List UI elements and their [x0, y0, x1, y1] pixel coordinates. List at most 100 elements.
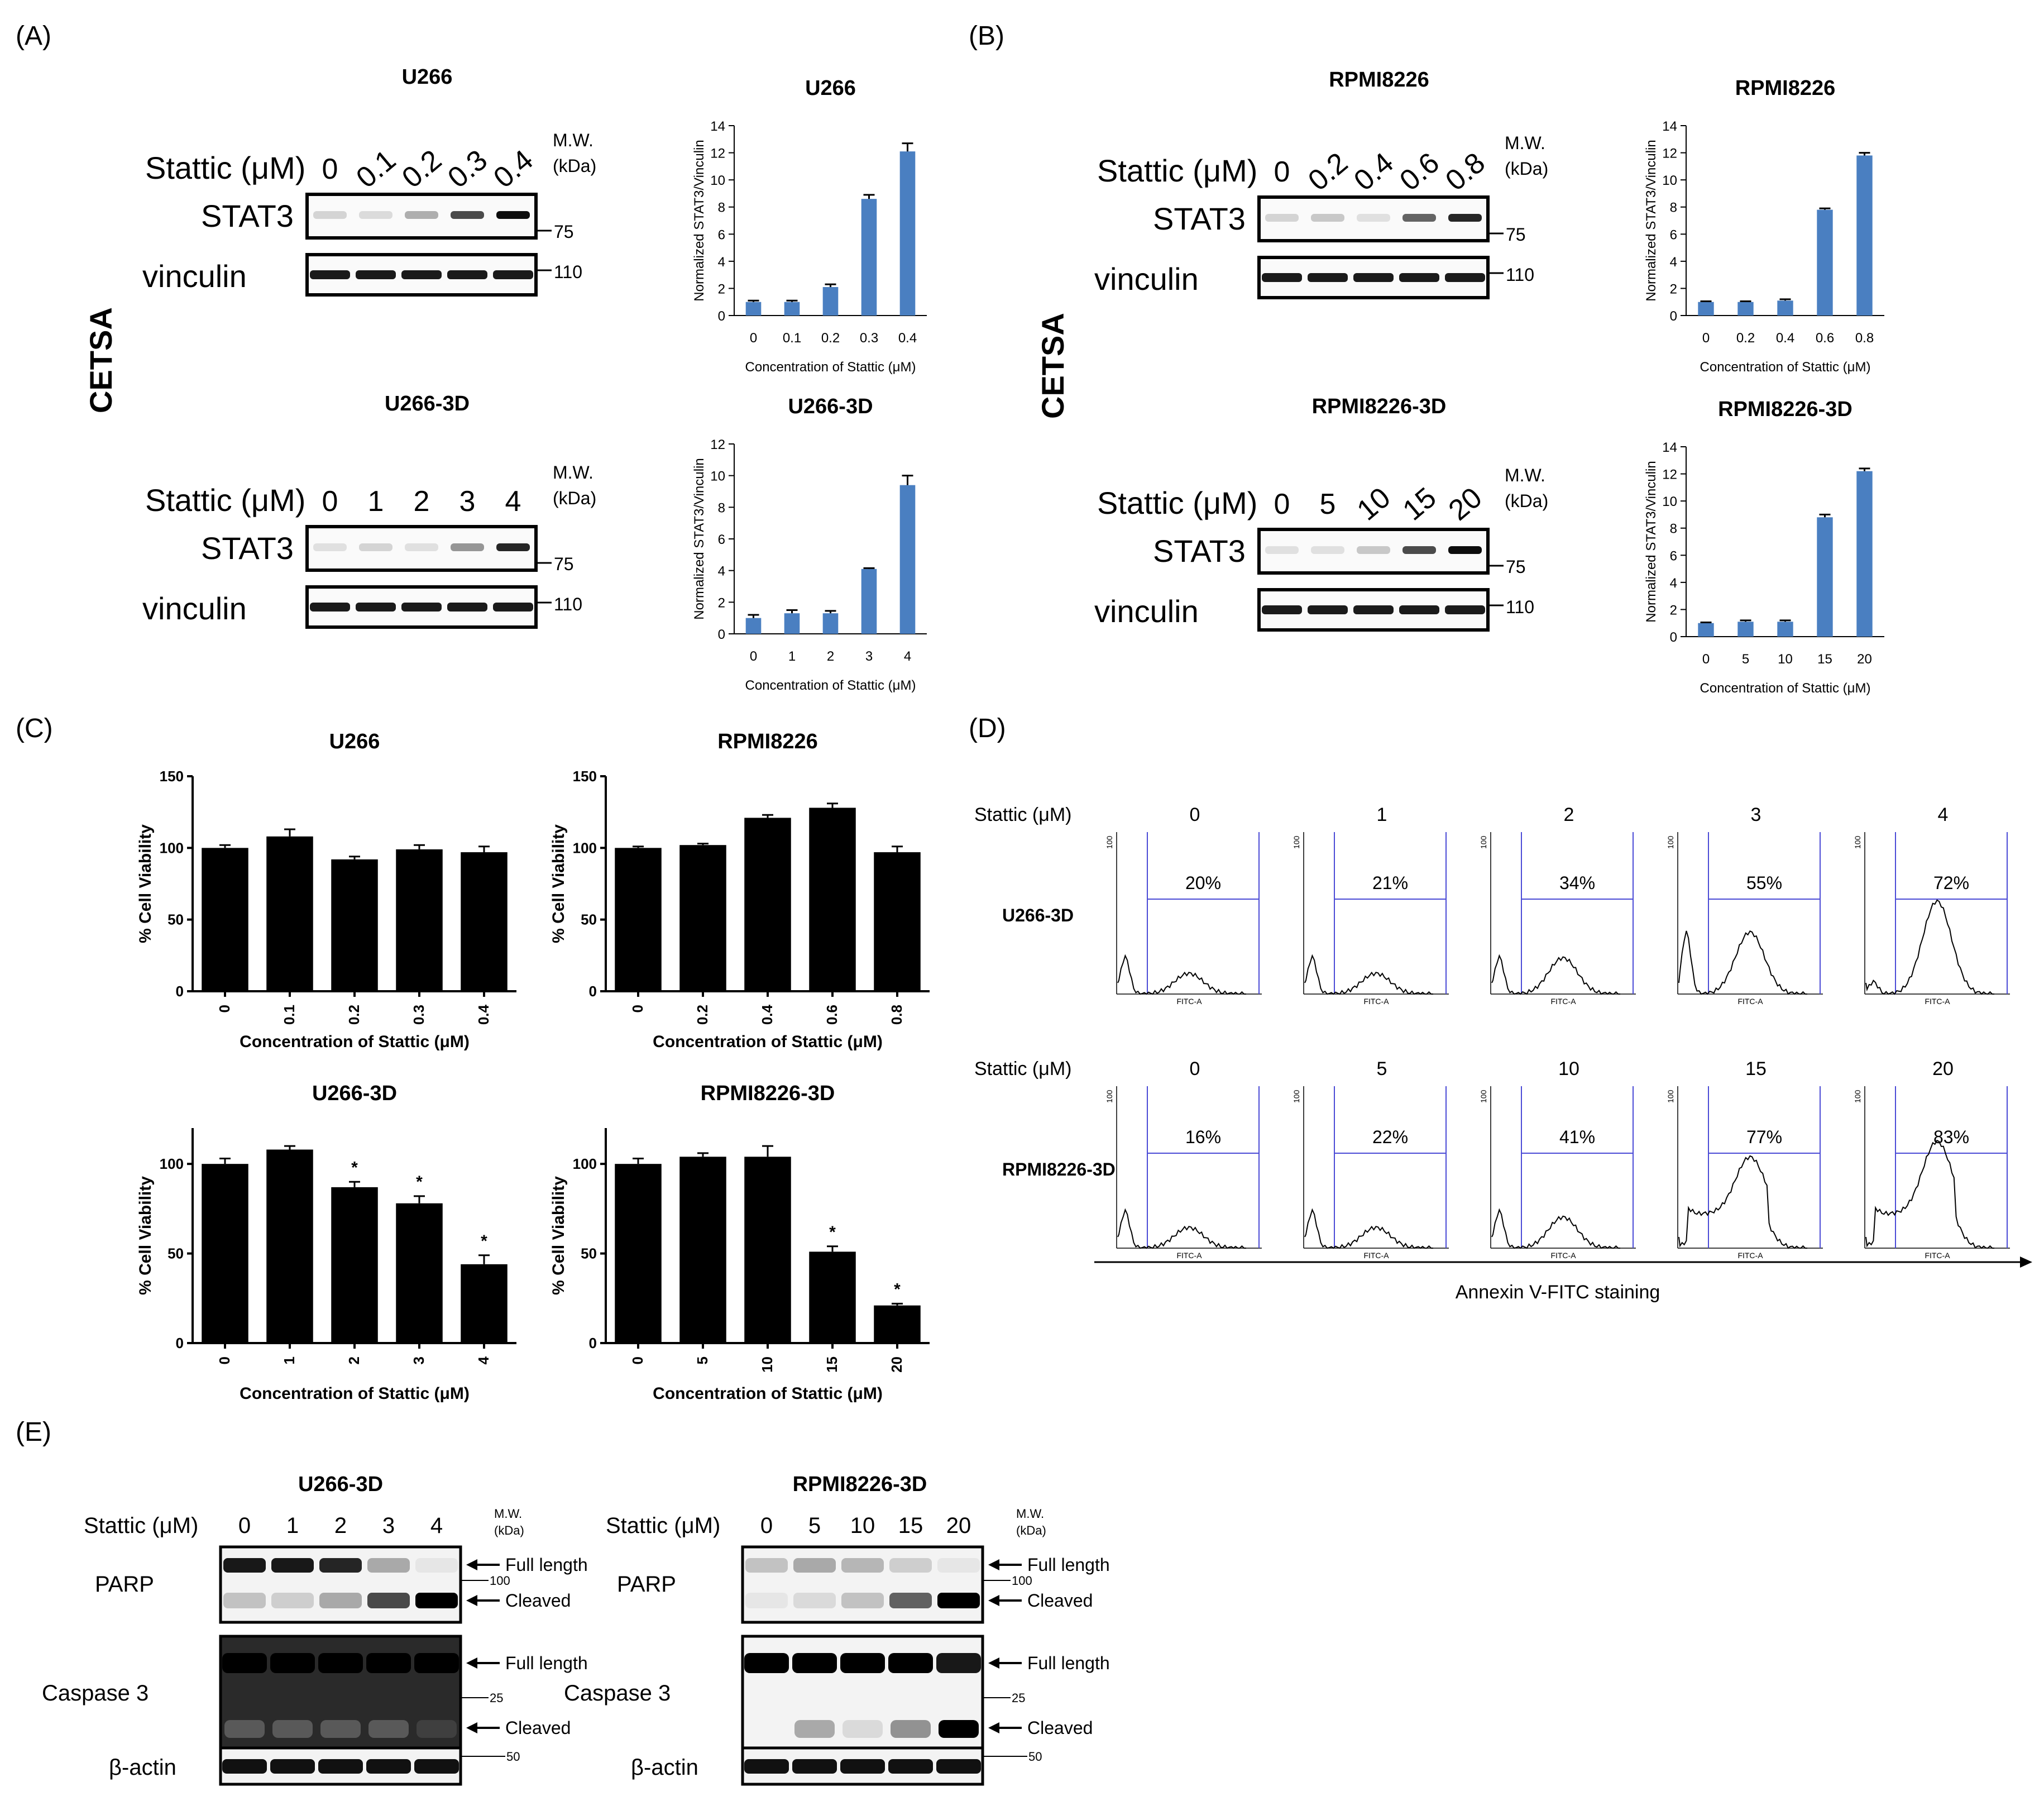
e-mw-25: 25 — [1012, 1691, 1025, 1705]
parp-cleaved-band — [223, 1593, 266, 1608]
parp-cleaved-band — [367, 1593, 410, 1608]
parp-cleaved-band — [415, 1593, 458, 1608]
y-tick-label: 0 — [176, 1335, 184, 1351]
treatment-label: Stattic (μM) — [145, 150, 305, 185]
cetsa-label-a: CETSA — [83, 307, 118, 413]
x-axis-label: Concentration of Stattic (μM) — [745, 360, 916, 375]
e-treatment-label: Stattic (μM) — [606, 1513, 720, 1538]
x-tick-label: 0 — [216, 1005, 233, 1012]
mw-75: 75 — [554, 222, 574, 242]
x-axis-label: Concentration of Stattic (μM) — [240, 1033, 470, 1051]
flow-x-tick: FITC-A — [1176, 1251, 1202, 1260]
x-tick-label: 0 — [1702, 331, 1710, 346]
lane-label: 4 — [505, 485, 521, 518]
e-blot-title: RPMI8226-3D — [793, 1473, 927, 1496]
flow-histogram — [1491, 1208, 1620, 1249]
y-tick-label: 6 — [718, 227, 725, 242]
x-axis-label: Concentration of Stattic (μM) — [1700, 360, 1871, 375]
y-tick-label: 10 — [710, 469, 725, 484]
parp-full-band — [937, 1558, 980, 1573]
e-lane-label: 0 — [760, 1513, 773, 1538]
stat3-band — [313, 543, 347, 551]
lane-label: 0.8 — [1439, 146, 1491, 197]
chart-title: RPMI8226-3D — [701, 1082, 835, 1105]
mw-label-1: M.W. — [553, 130, 593, 150]
bar — [615, 1164, 662, 1343]
panel-label-d: (D) — [969, 714, 1006, 743]
e-lane-label: 10 — [850, 1513, 875, 1538]
y-axis-label: % Cell Viability — [136, 824, 155, 943]
actin-band — [936, 1759, 981, 1774]
significance-star: * — [416, 1173, 423, 1191]
e-lane-label: 0 — [238, 1513, 251, 1538]
y-tick-label: 50 — [581, 911, 597, 928]
y-tick-label: 6 — [1670, 548, 1677, 563]
flow-cell-line: U266-3D — [1002, 905, 1074, 925]
x-tick-label: 0.3 — [410, 1005, 427, 1025]
x-tick-label: 0.4 — [1776, 331, 1794, 346]
x-tick-label: 0.8 — [888, 1005, 905, 1025]
y-tick-label: 100 — [160, 1155, 184, 1172]
e-mw-1: M.W. — [1016, 1507, 1044, 1521]
mw-110: 110 — [554, 262, 582, 282]
caspase-full-band — [888, 1653, 933, 1673]
x-tick-label: 0.6 — [1816, 331, 1834, 346]
caspase-full-band — [936, 1653, 981, 1673]
y-axis-label: % Cell Viability — [549, 1176, 568, 1295]
bar — [1817, 209, 1833, 316]
flow-percent: 83% — [1933, 1127, 1969, 1147]
x-tick-label: 4 — [475, 1356, 492, 1364]
vinculin-band — [493, 603, 533, 612]
vinculin-label: vinculin — [142, 591, 247, 626]
lane-label: 0 — [322, 485, 338, 518]
y-axis-label: Normalized STAT3/Vinculin — [692, 458, 707, 619]
actin-band — [792, 1759, 837, 1774]
x-tick-label: 2 — [346, 1356, 362, 1364]
x-tick-label: 4 — [904, 649, 911, 664]
stat3-band — [1265, 214, 1299, 222]
y-tick-label: 6 — [718, 532, 725, 547]
caspase-full-band — [414, 1653, 459, 1673]
y-tick-label: 12 — [710, 437, 725, 452]
lane-label: 5 — [1320, 488, 1336, 520]
bar — [266, 1149, 313, 1343]
parp-cleaved-band — [841, 1593, 884, 1608]
flow-dose: 15 — [1745, 1058, 1767, 1079]
bar — [822, 613, 839, 634]
bar — [861, 199, 877, 316]
y-axis-label: Normalized STAT3/Vinculin — [1644, 140, 1659, 301]
panel-label-b: (B) — [969, 21, 1004, 51]
stat3-band — [1357, 546, 1390, 554]
bar — [331, 1187, 378, 1343]
y-tick-label: 10 — [710, 173, 725, 188]
stat3-band — [359, 211, 392, 219]
apoptosis-blot: U266-3D Stattic (μM) 0 1 2 3 4 M.W. (kDa) PARP Cas… — [42, 1473, 588, 1786]
y-axis-label: Normalized STAT3/Vinculin — [692, 140, 707, 301]
x-tick-label: 3 — [410, 1356, 427, 1364]
lane-label: 0.2 — [1302, 146, 1354, 197]
e-mw-25: 25 — [490, 1691, 503, 1705]
e-annotation: Full length — [505, 1653, 588, 1673]
x-tick-label: 0.8 — [1855, 331, 1874, 346]
actin-band — [366, 1759, 411, 1774]
vinculin-band — [1445, 605, 1485, 614]
significance-star: * — [351, 1158, 358, 1177]
caspase-label: Caspase 3 — [564, 1681, 671, 1706]
y-tick-label: 12 — [1662, 146, 1677, 161]
bar — [461, 852, 508, 991]
caspase-full-band — [840, 1653, 885, 1673]
y-tick-label: 10 — [1662, 494, 1677, 509]
x-tick-label: 0.4 — [898, 331, 917, 346]
caspase-full-band — [270, 1653, 315, 1673]
y-tick-label: 10 — [1662, 173, 1677, 188]
y-tick-label: 0 — [1670, 630, 1677, 645]
stat3-label: STAT3 — [1153, 201, 1246, 236]
x-tick-label: 0.2 — [821, 331, 840, 346]
flow-dose: 0 — [1190, 804, 1200, 825]
bar — [745, 302, 762, 316]
bar — [1777, 622, 1793, 637]
mw-75: 75 — [1506, 557, 1526, 577]
treatment-label: Stattic (μM) — [1097, 153, 1257, 188]
parp-gel — [741, 1545, 984, 1624]
